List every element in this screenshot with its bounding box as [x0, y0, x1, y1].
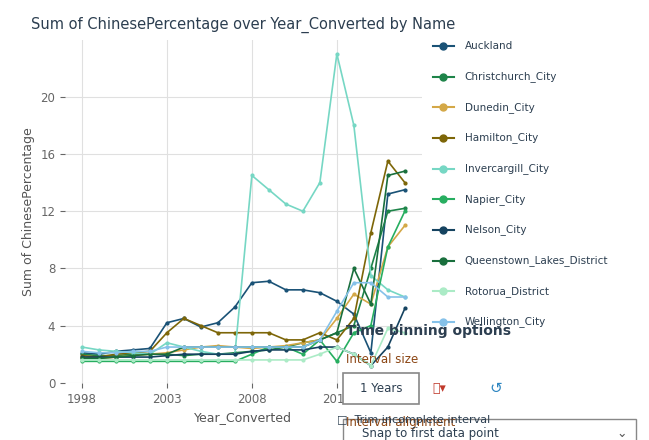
- FancyBboxPatch shape: [343, 373, 419, 404]
- Text: Rotorua_District: Rotorua_District: [465, 286, 549, 297]
- Text: □  Trim incomplete interval: □ Trim incomplete interval: [337, 415, 491, 425]
- Text: Snap to first data point: Snap to first data point: [362, 427, 499, 440]
- Text: Christchurch_City: Christchurch_City: [465, 71, 557, 82]
- Text: Wellington_City: Wellington_City: [465, 317, 546, 327]
- Y-axis label: Sum of ChinesePercentage: Sum of ChinesePercentage: [21, 127, 34, 296]
- Text: Hamilton_City: Hamilton_City: [465, 132, 538, 143]
- Text: ⌄: ⌄: [616, 427, 627, 440]
- Text: Queenstown_Lakes_District: Queenstown_Lakes_District: [465, 255, 608, 266]
- Text: 📅▾: 📅▾: [432, 382, 446, 395]
- X-axis label: Year_Converted: Year_Converted: [194, 411, 293, 424]
- Text: Invercargill_City: Invercargill_City: [465, 163, 549, 174]
- Text: Interval size: Interval size: [346, 353, 418, 366]
- Text: ↺: ↺: [489, 381, 502, 396]
- FancyBboxPatch shape: [343, 419, 636, 440]
- Text: Napier_City: Napier_City: [465, 194, 525, 205]
- Text: Interval alignment: Interval alignment: [346, 416, 455, 429]
- Text: 1 Years: 1 Years: [360, 382, 402, 395]
- Text: Auckland: Auckland: [465, 41, 513, 51]
- Text: Time binning options: Time binning options: [346, 324, 511, 338]
- Text: Nelson_City: Nelson_City: [465, 224, 526, 235]
- Text: Dunedin_City: Dunedin_City: [465, 102, 535, 113]
- Title: Sum of ChinesePercentage over Year_Converted by Name: Sum of ChinesePercentage over Year_Conve…: [31, 16, 456, 33]
